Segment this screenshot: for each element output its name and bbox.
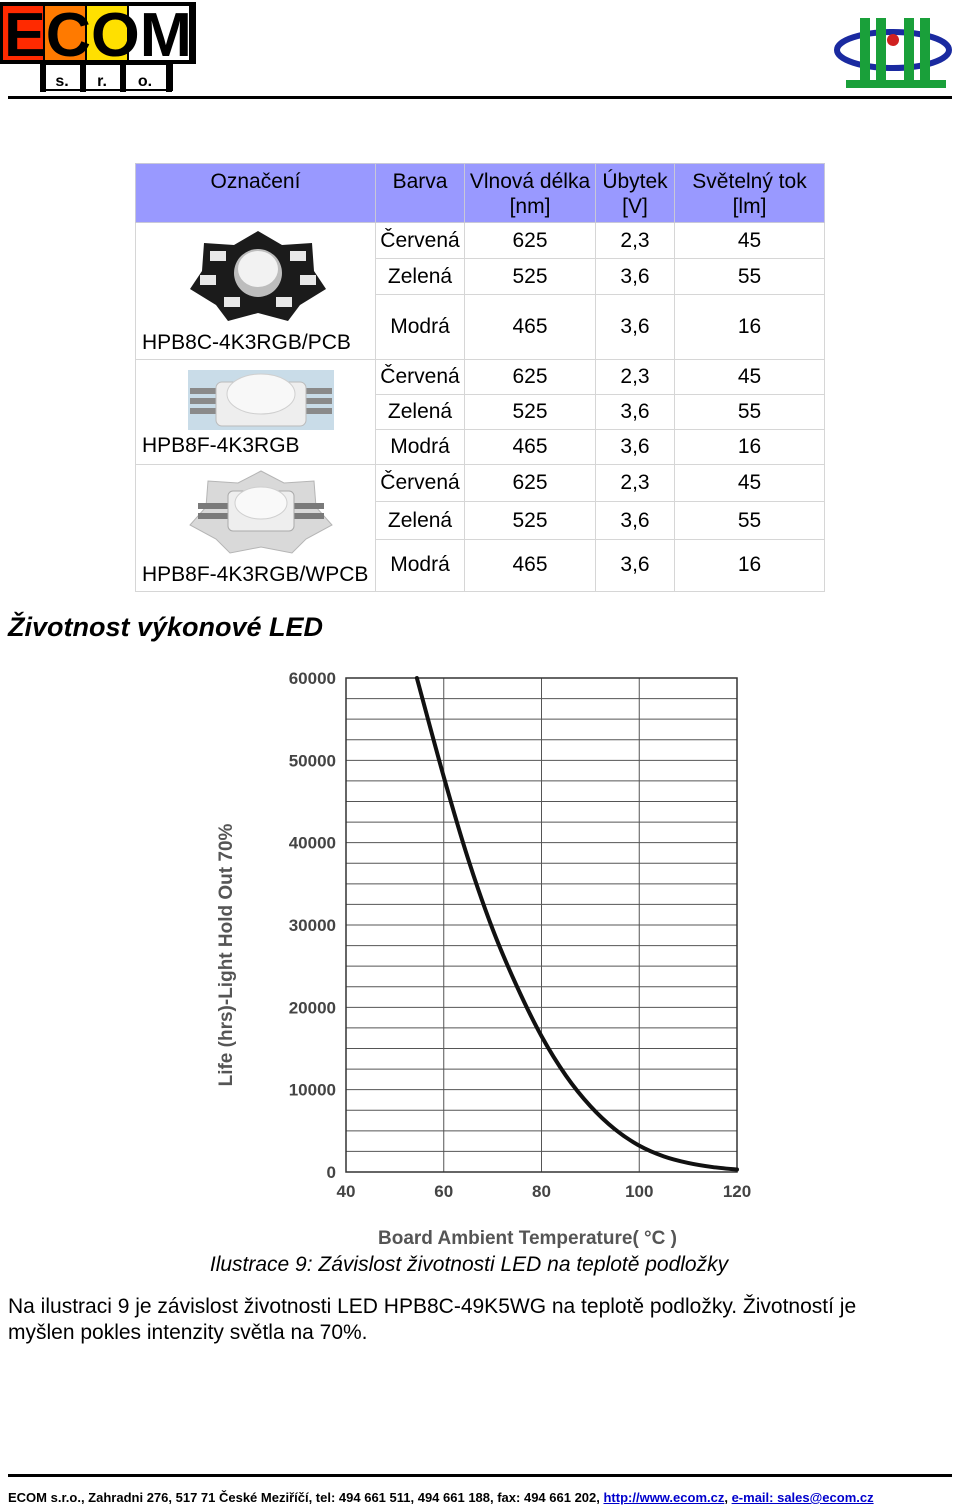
cell-vlnova-delka: 625 [464, 359, 596, 395]
cell-svetelny-tok: 45 [674, 359, 825, 395]
y-tick-label: 60000 [289, 669, 336, 688]
section-title: Životnost výkonové LED [8, 612, 324, 642]
led-star-pcb-image [190, 231, 326, 321]
footer-email-link[interactable]: e-mail: sales@ecom.cz [731, 1490, 874, 1505]
cell-barva: Modrá [375, 429, 465, 465]
cell-barva: Zelená [375, 501, 465, 540]
model-label: HPB8C-4K3RGB/PCB [142, 331, 351, 354]
cell-ubytek: 2,3 [595, 359, 675, 395]
cell-vlnova-delka: 525 [464, 394, 596, 430]
model-cell: HPB8C-4K3RGB/PCB [135, 222, 376, 360]
y-tick-label: 20000 [289, 998, 336, 1017]
x-tick-label: 60 [434, 1182, 453, 1201]
ecom-logo: ECOM s. r. o. [0, 2, 196, 92]
footer-web-link[interactable]: http://www.ecom.cz [603, 1490, 725, 1505]
table-header-row: Označení Barva Vlnová délka [nm] Úbytek … [135, 163, 825, 223]
cell-svetelny-tok: 45 [674, 221, 825, 260]
cell-barva: Červená [375, 221, 465, 260]
header-oznaceni: Označení [135, 163, 376, 223]
model-label: HPB8F-4K3RGB/WPCB [142, 563, 369, 586]
cell-svetelny-tok: 16 [674, 538, 825, 593]
plot-frame [345, 677, 738, 1173]
cell-barva: Modrá [375, 538, 465, 593]
table-row: HPB8F-4K3RGB Červená 625 2,3 45 [135, 359, 825, 465]
footer-separator: , [724, 1490, 732, 1505]
cell-barva: Modrá [375, 294, 465, 360]
table-row: Modrá 465 3,6 16 [136, 294, 825, 360]
cell-svetelny-tok: 45 [674, 463, 825, 503]
header-barva: Barva [375, 163, 465, 223]
cell-ubytek: 3,6 [595, 258, 675, 296]
description-paragraph: Na ilustraci 9 je závislost životnosti L… [8, 1295, 857, 1344]
cell-barva: Zelená [375, 394, 465, 430]
cell-ubytek: 3,6 [595, 294, 675, 360]
cell-barva: Červená [375, 359, 465, 395]
cell-svetelny-tok: 55 [674, 501, 825, 540]
cell-vlnova-delka: 525 [464, 258, 596, 296]
cell-svetelny-tok: 16 [674, 429, 825, 465]
table-row: HPB8C-4K3RGB/PCB Červená 625 2,3 45 [135, 221, 825, 360]
logo-sub-o: o. [138, 73, 152, 90]
y-axis-label: Life (hrs)-Light Hold Out 70% [216, 823, 237, 1086]
table-row: HPB8F-4K3RGB/WPCB Červená 625 2,3 45 [135, 463, 825, 592]
page-footer: ECOM s.r.o., Zahradni 276, 517 71 České … [8, 1490, 874, 1505]
logo-sub-s: s. [55, 73, 68, 90]
x-axis-label: Board Ambient Temperature( °C ) [378, 1228, 677, 1249]
header-vlnova-delka: Vlnová délka [nm] [464, 163, 596, 223]
cell-ubytek: 3,6 [595, 394, 675, 430]
figure-caption: Ilustrace 9: Závislost životnosti LED na… [209, 1253, 729, 1276]
footer-rule [8, 1474, 952, 1477]
header-svetelny-tok: Světelný tok [lm] [674, 163, 825, 223]
table-row: Zelená 525 3,6 55 [136, 394, 825, 430]
cell-barva: Červená [375, 463, 465, 503]
y-tick-label: 30000 [289, 916, 336, 935]
led-star-white-pcb-image [189, 470, 333, 554]
y-tick-label: 10000 [289, 1081, 336, 1100]
cell-svetelny-tok: 55 [674, 394, 825, 430]
y-tick-label: 0 [327, 1163, 336, 1182]
x-tick-label: 100 [625, 1182, 653, 1201]
cell-ubytek: 3,6 [595, 538, 675, 593]
table-row: Zelená 525 3,6 55 [136, 258, 825, 296]
model-label: HPB8F-4K3RGB [142, 434, 300, 457]
led-smd-image [188, 370, 334, 430]
model-cell: HPB8F-4K3RGB/WPCB [135, 464, 376, 592]
model-cell: HPB8F-4K3RGB [135, 359, 376, 465]
cell-ubytek: 2,3 [595, 221, 675, 260]
cell-vlnova-delka: 625 [464, 221, 596, 260]
cell-vlnova-delka: 525 [464, 501, 596, 540]
logo-text: ECOM [4, 2, 192, 70]
y-tick-label: 40000 [289, 834, 336, 853]
cell-vlnova-delka: 465 [464, 538, 596, 593]
header-rule [8, 96, 952, 99]
x-tick-label: 120 [723, 1182, 751, 1201]
page-header: ECOM s. r. o. [0, 0, 960, 102]
cell-ubytek: 3,6 [595, 429, 675, 465]
cell-svetelny-tok: 16 [674, 294, 825, 360]
life-curve-line [414, 676, 739, 1172]
cell-ubytek: 3,6 [595, 501, 675, 540]
x-tick-label: 80 [532, 1182, 551, 1201]
header-ubytek: Úbytek [V] [595, 163, 675, 223]
x-tick-label: 40 [337, 1182, 356, 1201]
logo-sub-r: r. [97, 73, 107, 90]
footer-address: ECOM s.r.o., Zahradni 276, 517 71 České … [8, 1490, 604, 1505]
cell-vlnova-delka: 465 [464, 429, 596, 465]
spec-table: Označení Barva Vlnová délka [nm] Úbytek … [135, 163, 825, 593]
y-tick-label: 50000 [289, 751, 336, 770]
table-row: Zelená 525 3,6 55 [136, 501, 825, 540]
cell-vlnova-delka: 625 [464, 463, 596, 503]
cell-ubytek: 2,3 [595, 463, 675, 503]
life-vs-temperature-chart: 0 10000 20000 30000 40000 50000 60000 40 60 80 100… [216, 669, 751, 1249]
jl-logo-icon [834, 18, 952, 88]
table-row: Modrá 465 3,6 16 [136, 538, 825, 593]
table-row: Modrá 465 3,6 16 [136, 429, 825, 465]
cell-vlnova-delka: 465 [464, 294, 596, 360]
cell-barva: Zelená [375, 258, 465, 296]
cell-svetelny-tok: 55 [674, 258, 825, 296]
